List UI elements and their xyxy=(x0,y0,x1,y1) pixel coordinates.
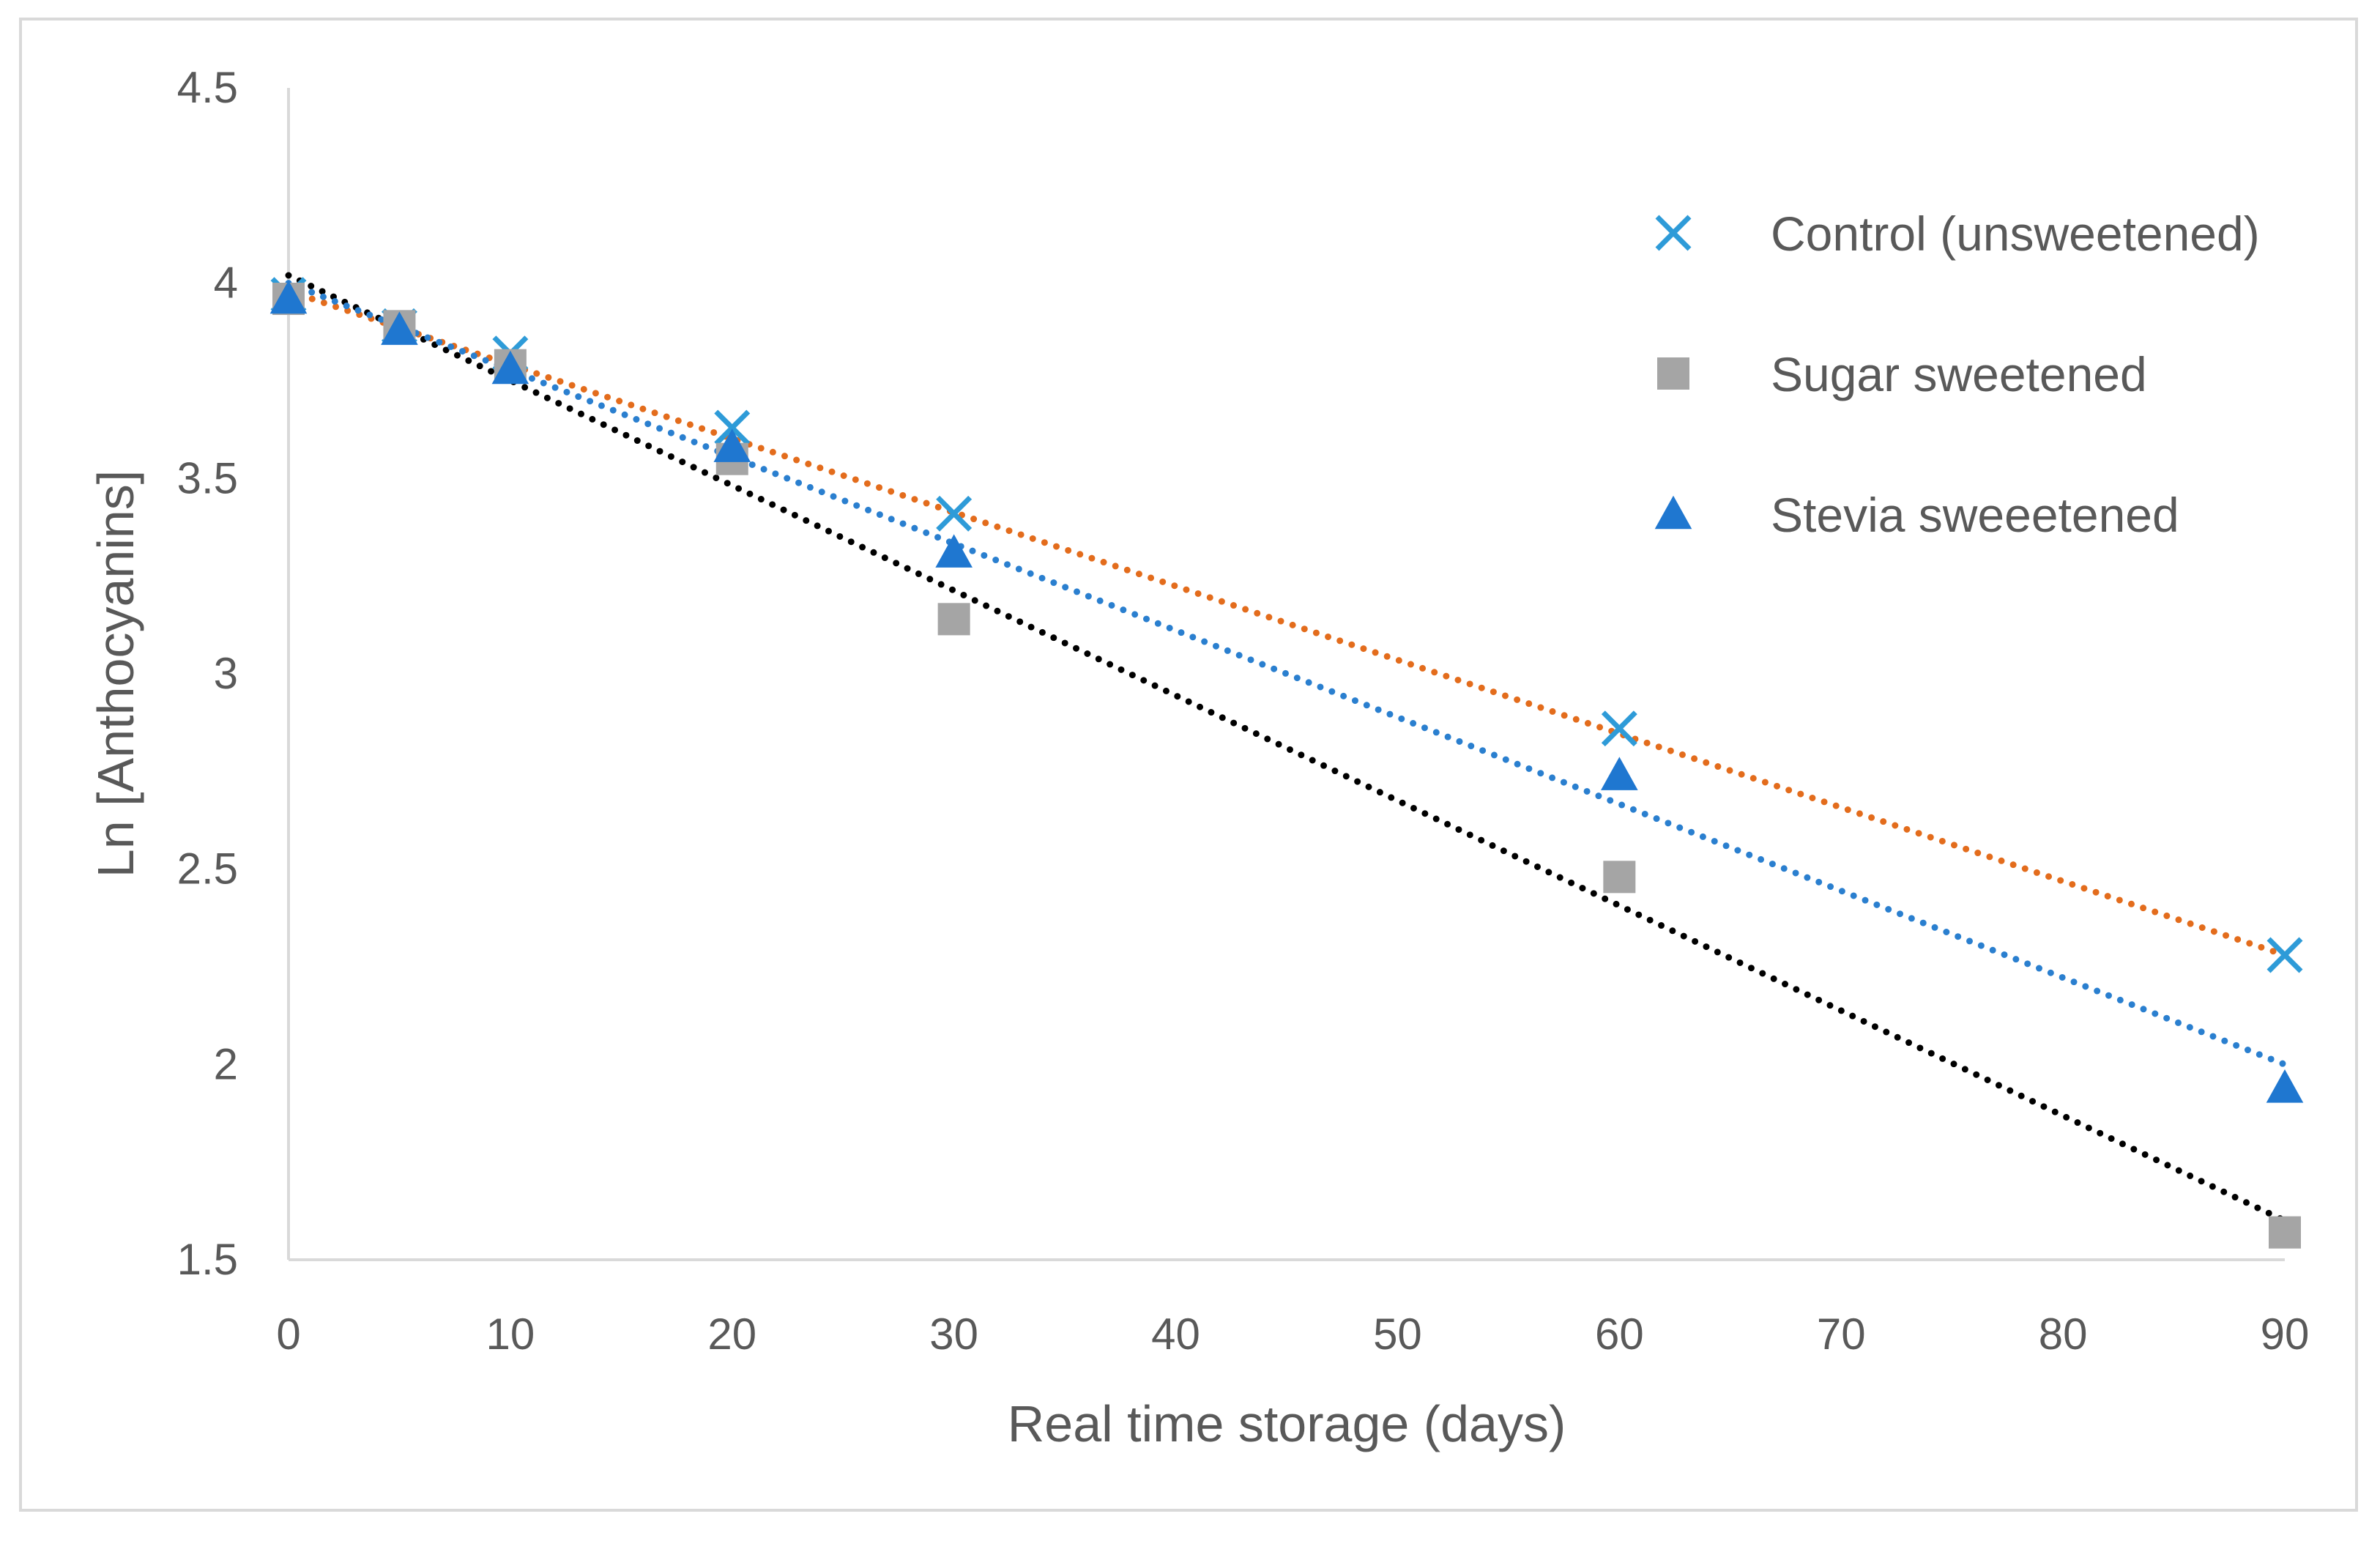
x-tick-label: 90 xyxy=(2261,1310,2310,1359)
x-tick-label: 20 xyxy=(707,1310,756,1359)
y-tick-labels: 1.5 2 2.5 3 3.5 4 4.5 xyxy=(177,63,238,1284)
x-tick-label: 80 xyxy=(2039,1310,2088,1359)
data-point xyxy=(381,311,418,345)
data-point xyxy=(2266,937,2303,973)
x-axis-title: Real time storage (days) xyxy=(1008,1395,1566,1452)
trendline-1 xyxy=(285,287,2288,959)
square-legend-icon xyxy=(1657,357,1689,390)
legend-entry: Stevia sweeetened xyxy=(1654,488,2179,542)
data-point xyxy=(2269,1216,2301,1249)
x-tick-label: 40 xyxy=(1151,1310,1200,1359)
data-point xyxy=(935,534,973,568)
series-3-points xyxy=(269,280,2304,1103)
data-point xyxy=(1601,710,1637,747)
legend-label: Sugar sweetened xyxy=(1771,347,2147,401)
legend-label: Control (unsweetened) xyxy=(1771,207,2260,261)
legend-entry: Control (unsweetened) xyxy=(1655,207,2260,261)
data-point xyxy=(2266,1069,2304,1103)
data-point xyxy=(714,409,751,446)
data-point xyxy=(1603,861,1636,894)
data-point xyxy=(269,280,308,314)
data-point xyxy=(1601,757,1638,790)
x-tick-label: 70 xyxy=(1817,1310,1866,1359)
trendline-3 xyxy=(285,280,2288,1068)
y-tick-label: 3.5 xyxy=(177,453,238,502)
data-point xyxy=(937,603,970,636)
data-point xyxy=(936,495,973,532)
data-point xyxy=(491,350,529,385)
x-tick-labels: 0 10 20 30 40 50 60 70 80 90 xyxy=(276,1310,2309,1359)
y-axis-title: Ln [Anthocyanins] xyxy=(87,470,144,877)
trendlines xyxy=(285,272,2288,1225)
chart-frame xyxy=(19,18,2358,1512)
x-tick-label: 10 xyxy=(486,1310,535,1359)
x-legend-icon xyxy=(1655,215,1692,251)
y-tick-label: 4 xyxy=(214,259,238,308)
data-point xyxy=(713,428,751,462)
legend-label: Stevia sweeetened xyxy=(1771,488,2179,542)
y-tick-label: 1.5 xyxy=(177,1235,238,1284)
x-tick-label: 60 xyxy=(1595,1310,1644,1359)
trendline-2 xyxy=(285,272,2288,1225)
legend-entry: Sugar sweetened xyxy=(1657,347,2147,401)
x-tick-label: 30 xyxy=(929,1310,978,1359)
y-tick-label: 2.5 xyxy=(177,844,238,894)
y-tick-label: 3 xyxy=(214,649,238,698)
y-tick-label: 2 xyxy=(214,1039,238,1088)
x-tick-label: 0 xyxy=(276,1310,300,1359)
x-tick-label: 50 xyxy=(1373,1310,1422,1359)
triangle-legend-icon xyxy=(1654,495,1692,530)
data-points xyxy=(269,277,2304,1249)
series-2-points xyxy=(272,283,2301,1249)
y-tick-label: 4.5 xyxy=(177,63,238,112)
legend: Control (unsweetened) Sugar sweetened Stev… xyxy=(1654,207,2260,542)
